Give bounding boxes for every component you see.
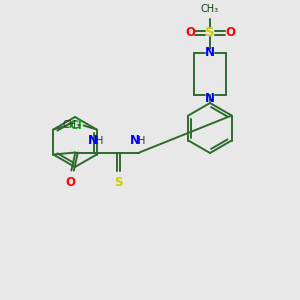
- Text: N: N: [205, 46, 215, 59]
- Text: Cl: Cl: [69, 119, 82, 132]
- Text: H: H: [138, 136, 145, 146]
- Text: O: O: [65, 176, 75, 188]
- Text: N: N: [130, 134, 140, 146]
- Text: S: S: [114, 176, 123, 188]
- Text: O: O: [225, 26, 235, 40]
- Text: CH₃: CH₃: [201, 4, 219, 14]
- Text: N: N: [205, 92, 215, 106]
- Text: H: H: [96, 136, 103, 146]
- Text: S: S: [205, 26, 215, 40]
- Text: N: N: [88, 134, 98, 146]
- Text: CH₃: CH₃: [62, 121, 81, 130]
- Text: O: O: [185, 26, 195, 40]
